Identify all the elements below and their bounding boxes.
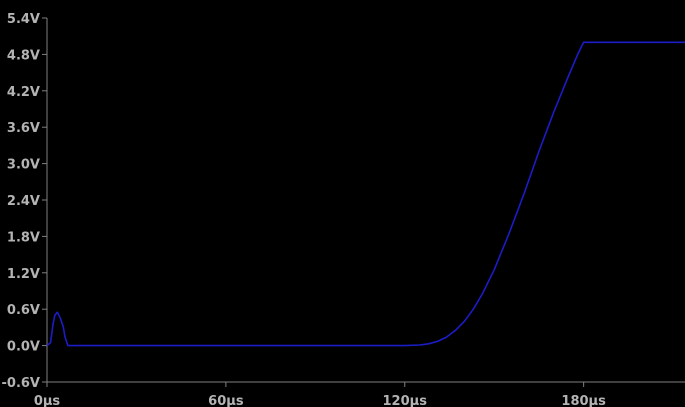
- y-tick-label: 3.0V: [7, 158, 40, 173]
- y-tick-label: 2.4V: [7, 194, 40, 209]
- x-tick-label: 180µs: [561, 394, 606, 407]
- x-tick-label: 120µs: [383, 394, 428, 407]
- series-line-0: [46, 41, 685, 347]
- plot-axes: [46, 18, 685, 383]
- y-tick-label: 0.6V: [7, 303, 40, 318]
- y-tick-label: 1.8V: [7, 230, 40, 245]
- y-tick-label: 4.2V: [7, 85, 40, 100]
- y-tick-label: 3.6V: [7, 121, 40, 136]
- y-tick-label: 5.4V: [7, 12, 40, 27]
- x-tick-label: 60µs: [208, 394, 244, 407]
- tick-labels: 5.4V 4.8V 4.2V 3.6V 3.0V 2.4V 1.8V 1.2V 0.6V 0.0V…: [2, 12, 607, 407]
- y-tick-label: 1.2V: [7, 267, 40, 282]
- voltage-traces: [46, 41, 685, 347]
- x-tick-label: 0µs: [34, 394, 61, 407]
- tick-marks: [42, 17, 585, 387]
- y-tick-label: -0.6V: [2, 376, 41, 391]
- y-tick-label: 4.8V: [7, 48, 40, 63]
- y-tick-label: 0.0V: [7, 340, 40, 355]
